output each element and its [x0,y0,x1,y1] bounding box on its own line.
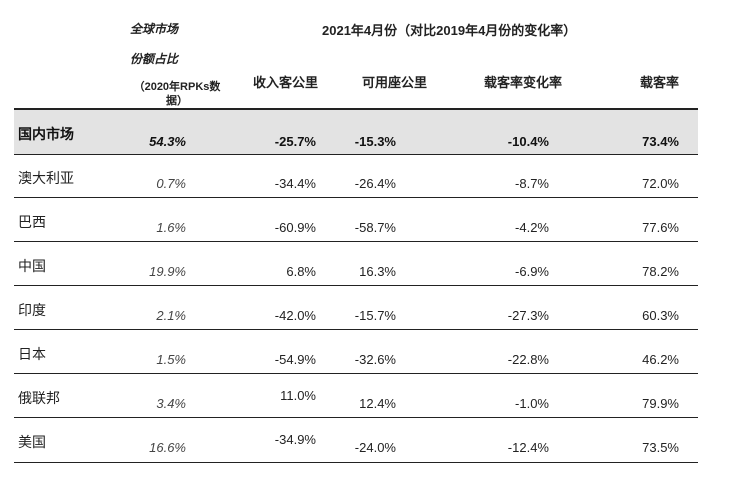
row-share: 1.6% [156,220,186,235]
row-ask: -26.4% [354,176,396,191]
table-row: 巴西 1.6% -60.9% -58.7% -4.2% 77.6% [14,198,698,242]
share-header-line4: 据） [166,95,188,107]
row-name: 巴西 [18,214,46,230]
row-plf: 60.3% [642,308,679,323]
row-rpk: -42.0% [274,308,316,323]
row-rpk: -34.9% [274,432,316,447]
row-share: 2.1% [156,308,186,323]
row-ask: 12.4% [359,396,396,411]
share-header-line3: （2020年RPKs数 [133,81,221,93]
row-name: 俄联邦 [18,390,60,406]
row-plf: 73.4% [642,134,679,149]
row-ask: -15.7% [354,308,396,323]
row-share: 16.6% [149,440,186,455]
share-header-line2: 份额占比 [130,52,179,66]
row-plf-change: -4.2% [515,220,549,235]
row-plf: 77.6% [642,220,679,235]
table-row: 印度 2.1% -42.0% -15.7% -27.3% 60.3% [14,286,698,330]
row-plf: 79.9% [642,396,679,411]
column-header-plf-change: 载客率变化率 [484,75,563,90]
row-plf-change: -22.8% [507,352,549,367]
row-share: 3.4% [156,396,186,411]
row-rpk: -54.9% [274,352,316,367]
row-ask: -24.0% [354,440,396,455]
row-plf: 46.2% [642,352,679,367]
row-name: 澳大利亚 [18,170,74,186]
row-plf-change: -27.3% [507,308,549,323]
row-name: 国内市场 [18,126,74,142]
table-row: 澳大利亚 0.7% -34.4% -26.4% -8.7% 72.0% [14,154,698,198]
row-ask: 16.3% [359,264,396,279]
table-row: 中国 19.9% 6.8% 16.3% -6.9% 78.2% [14,242,698,286]
row-ask: -32.6% [354,352,396,367]
row-name: 中国 [18,258,46,274]
row-plf-change: -8.7% [515,176,549,191]
column-header-plf: 载客率 [640,75,680,90]
row-rpk: -60.9% [274,220,316,235]
row-rpk: -34.4% [274,176,316,191]
row-ask: -15.3% [354,134,396,149]
table-row: 国内市场 54.3% -25.7% -15.3% -10.4% 73.4% [14,108,698,155]
row-plf-change: -12.4% [507,440,549,455]
table-row: 美国 16.6% -34.9% -24.0% -12.4% 73.5% [14,418,698,463]
row-rpk: -25.7% [274,134,316,149]
row-plf: 78.2% [642,264,679,279]
row-plf-change: -1.0% [515,396,549,411]
share-header-note: （2020年RPKs数 据） [122,80,232,108]
table-row: 俄联邦 3.4% 11.0% 12.4% -1.0% 79.9% [14,374,698,418]
row-plf-change: -6.9% [515,264,549,279]
share-header-line1: 全球市场 [130,22,179,36]
row-plf-change: -10.4% [507,134,549,149]
row-name: 美国 [18,434,46,450]
row-plf: 72.0% [642,176,679,191]
row-share: 54.3% [149,134,186,149]
column-header-rpk: 收入客公里 [253,75,319,90]
row-plf: 73.5% [642,440,679,455]
row-ask: -58.7% [354,220,396,235]
column-header-ask: 可用座公里 [362,75,428,90]
row-rpk: 6.8% [286,264,316,279]
row-name: 印度 [18,302,46,318]
row-share: 0.7% [156,176,186,191]
table-row: 日本 1.5% -54.9% -32.6% -22.8% 46.2% [14,330,698,374]
period-title: 2021年4月份（对比2019年4月份的变化率） [322,23,577,38]
row-share: 19.9% [149,264,186,279]
row-rpk: 11.0% [280,388,316,403]
row-share: 1.5% [156,352,186,367]
row-name: 日本 [18,346,46,362]
